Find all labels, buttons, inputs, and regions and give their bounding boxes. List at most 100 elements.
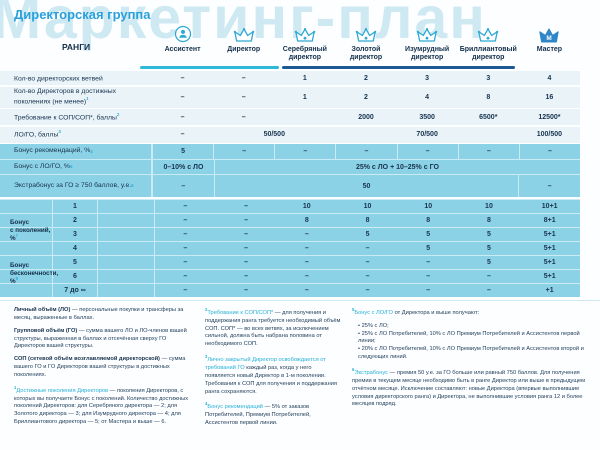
footnote: 5Бонус с ЛО/ГО от Директора и выше получ…: [352, 307, 480, 316]
spacer-cell: [98, 242, 155, 255]
table-cell: 4: [547, 74, 552, 82]
table-cell: 12500*: [538, 113, 561, 121]
generation-number: 2: [52, 214, 98, 227]
table-cell: –: [241, 113, 246, 121]
table-cell: 16: [545, 93, 554, 101]
generation-number: 5: [52, 256, 98, 269]
table-cell: 2: [364, 74, 368, 82]
table-cell: –: [304, 245, 309, 252]
rank-column-master: M Мастер: [519, 26, 580, 62]
table-cell: 5: [152, 144, 213, 159]
generation-bonus-label: Бонус с поколений, %7: [10, 219, 51, 243]
crown-outline-icon: [477, 26, 499, 44]
footnote-bullet: 25% с ЛО;: [352, 323, 592, 331]
spacer-cell: [98, 256, 155, 269]
table-cell: –: [426, 287, 431, 294]
table-row: 5 – – – – – 5 5+1: [0, 255, 580, 269]
rank-label: Ассистент: [164, 46, 201, 53]
table-cell: –: [244, 287, 249, 294]
footnotes-column-1: Личный объём (ЛО) — персональные покупки…: [14, 307, 194, 433]
table-cell: –: [365, 273, 370, 280]
table-row: Бонус рекомендаций, % 4 5 – – – – – –: [0, 144, 580, 159]
table-cell: –: [241, 93, 246, 101]
table-cell: 70/500: [416, 131, 438, 138]
requirements-section: Кол-во директорских ветвей – – 1 2 3 3 4…: [0, 71, 580, 143]
crown-outline-icon: [416, 26, 438, 44]
table-cell: 3: [425, 74, 430, 82]
row-label: Бонус с ЛО/ГО, % 5: [0, 160, 152, 174]
table-cell: –: [518, 175, 580, 197]
table-cell: 5+1: [543, 259, 556, 266]
footnotes-column-2: 2Требование к СОП/СОП* — для получения и…: [205, 307, 341, 433]
table-cell: 5: [426, 231, 431, 238]
table-cell: –: [183, 203, 188, 210]
table-cell: –: [180, 74, 185, 82]
footnote: Личный объём (ЛО) — персональные покупки…: [14, 307, 184, 321]
spacer-cell: [98, 228, 155, 241]
row-label: ЛО/ГО, баллы3: [14, 129, 61, 139]
rank-label: Бриллиантовый директор: [459, 46, 517, 61]
crown-filled-icon: M: [538, 26, 560, 44]
table-cell: 1: [302, 93, 307, 101]
spacer-cell: [98, 214, 155, 227]
table-cell: –: [241, 74, 246, 82]
table-cell: –: [183, 217, 188, 224]
table-cell: 100/500: [536, 131, 563, 138]
footnotes-column-3: 5Бонус с ЛО/ГО от Директора и выше получ…: [352, 307, 592, 433]
table-cell: 3: [486, 74, 491, 82]
table-row: Кол-во Директоров в достижных поколениях…: [0, 86, 580, 108]
rank-column-silver-director: Серебряный директор: [274, 26, 335, 62]
row-label: Экстрабонус за ГО ≥ 750 баллов, у.е. 6: [0, 175, 152, 197]
rank-label: Золотой директор: [349, 46, 383, 61]
table-cell: 5+1: [543, 273, 556, 280]
table-cell: 8: [487, 217, 491, 224]
row-label: Кол-во Директоров в достижных поколениях…: [14, 87, 117, 106]
table-cell: 10+1: [541, 203, 558, 210]
table-cell: 50: [213, 175, 519, 197]
table-cell: –: [183, 273, 188, 280]
table-cell: 8: [426, 217, 431, 224]
bonus-section: Бонус рекомендаций, % 4 5 – – – – – – Бон…: [0, 144, 580, 197]
generation-number: 1: [52, 200, 98, 213]
table-row: 2 – – 8 8 8 8 8+1: [0, 213, 580, 227]
footnote: Групповой объём (ГО) — сумма вашего ЛО и…: [14, 327, 187, 350]
spacer-cell: [98, 284, 155, 297]
table-cell: –: [304, 287, 309, 294]
table-cell: 1: [302, 74, 307, 82]
table-cell: 5: [426, 245, 431, 252]
table-cell: 2: [364, 93, 368, 101]
spacer-cell: [98, 270, 155, 283]
table-cell: 10: [485, 203, 493, 210]
ranks-header: РАНГИ Ассистент Директор Серебряный дире…: [0, 25, 580, 62]
table-cell: –: [426, 273, 431, 280]
table-cell: 5: [487, 259, 491, 266]
table-cell: 10: [363, 203, 372, 210]
table-cell: –: [244, 217, 249, 224]
table-cell: 8: [365, 217, 370, 224]
svg-text:M: M: [547, 35, 552, 42]
footnote-bullets: 25% с ЛО; 25% с ЛО Потребителей, 10% с Л…: [352, 323, 592, 362]
table-cell: 8: [486, 93, 491, 101]
table-cell: –: [244, 231, 249, 238]
table-row: ЛО/ГО, баллы3 – 50/500 70/500 100/500: [0, 126, 580, 143]
table-cell: –: [335, 144, 396, 159]
table-cell: –: [518, 144, 580, 159]
generation-number: 6: [52, 270, 98, 283]
table-cell: –: [183, 259, 188, 266]
footnote: СОП (сетевой объём возглавляемой директо…: [14, 356, 186, 379]
table-cell: –: [180, 131, 185, 138]
table-row: 1 – – 10 10 10 10 10+1: [0, 199, 580, 213]
table-cell: 50/500: [263, 131, 285, 138]
row-label: Кол-во директорских ветвей: [14, 75, 103, 83]
table-row: Экстрабонус за ГО ≥ 750 баллов, у.е. 6 – …: [0, 174, 580, 197]
rank-label: Директор: [227, 46, 261, 53]
table-cell: –: [457, 144, 519, 159]
table-cell: –: [180, 93, 185, 101]
table-cell: +1: [545, 287, 554, 294]
footnote-bullet: 25% с ЛО Потребителей, 10% с ЛО Премиум …: [352, 331, 592, 347]
rank-column-assistant: Ассистент: [152, 25, 213, 62]
rank-column-emerald-director: Изумрудный директор: [397, 26, 458, 62]
rank-label: Изумрудный директор: [405, 46, 450, 61]
table-cell: –: [244, 245, 249, 252]
